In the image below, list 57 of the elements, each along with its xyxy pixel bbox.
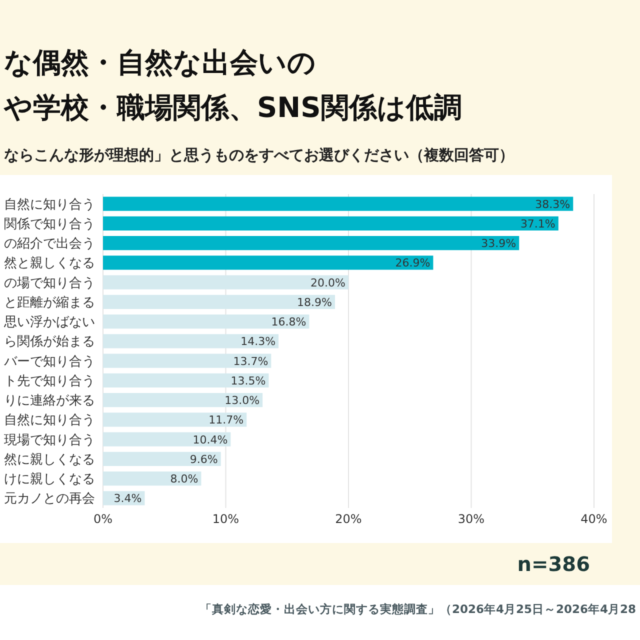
bar <box>103 392 263 408</box>
bar <box>103 275 348 290</box>
data-label: 26.9% <box>395 256 430 270</box>
y-tick-label: 自然に知り合う <box>4 197 95 212</box>
bar <box>103 412 247 427</box>
text: ならこんな形が理想的」と思うものをすべてお選びください（複数回答可） <box>4 146 514 164</box>
data-label: 8.0% <box>170 472 198 486</box>
y-tick-label: 思い浮かばない <box>3 315 95 330</box>
y-tick-label: 自然に知り合う <box>4 413 95 428</box>
bar <box>103 216 558 230</box>
y-tick-label: ト先で知り合う <box>4 374 95 389</box>
bar <box>103 373 269 388</box>
data-label: 9.6% <box>190 452 218 466</box>
bar <box>103 294 335 309</box>
y-tick-label: 然に親しくなる <box>4 452 95 468</box>
data-label: 20.0% <box>310 276 346 290</box>
text: 「真剣な恋愛・出会い方に関する実態調査」（2026年4月25日～2026年4月28 <box>200 602 636 616</box>
data-label: 13.0% <box>224 394 260 408</box>
y-tick-label: の紹介で出会う <box>4 236 95 252</box>
data-label: 37.1% <box>520 217 556 230</box>
data-label: 38.3% <box>535 198 570 211</box>
bar <box>103 334 279 348</box>
data-label: 3.4% <box>114 492 142 506</box>
y-tick-label: 現場で知り合う <box>4 432 95 448</box>
x-tick-label: 30% <box>458 512 485 526</box>
x-tick-label: 40% <box>580 512 608 526</box>
y-tick-label: りに連絡が来る <box>4 394 95 409</box>
x-tick-label: 10% <box>212 512 240 526</box>
data-label: 14.3% <box>240 335 276 348</box>
bar <box>103 236 520 250</box>
data-label: 10.4% <box>192 433 228 446</box>
y-tick-label: バーで知り合う <box>3 354 95 370</box>
bar <box>103 354 272 368</box>
data-label: 11.7% <box>208 414 244 427</box>
bar <box>103 314 310 329</box>
y-tick-label: 然と親しくなる <box>4 256 95 272</box>
y-tick-label: の場で知り合う <box>4 276 95 291</box>
bar <box>103 196 574 211</box>
x-tick-label: 20% <box>335 512 362 526</box>
y-tick-label: 関係で知り合う <box>4 216 95 232</box>
y-tick-label: と距離が縮まる <box>4 295 95 310</box>
chart-title: な偶然・自然な出会いの <box>4 46 316 79</box>
data-label: 18.9% <box>297 296 332 309</box>
bar <box>103 471 202 486</box>
chart-subtitle: や学校・職場関係、SNS関係は低調 <box>3 91 462 124</box>
x-tick-label: 0% <box>93 512 113 526</box>
bar <box>103 256 434 270</box>
data-label: 16.8% <box>271 316 306 329</box>
bar <box>103 432 231 446</box>
data-label: 33.9% <box>481 237 516 250</box>
data-label: 13.5% <box>230 374 266 388</box>
y-tick-label: ら関係が始まる <box>4 334 95 350</box>
bar <box>103 452 221 466</box>
text: n=386 <box>517 552 590 576</box>
data-label: 13.7% <box>233 354 268 368</box>
y-tick-label: けに親しくなる <box>4 472 95 488</box>
y-tick-label: 元カノとの再会 <box>4 492 95 507</box>
